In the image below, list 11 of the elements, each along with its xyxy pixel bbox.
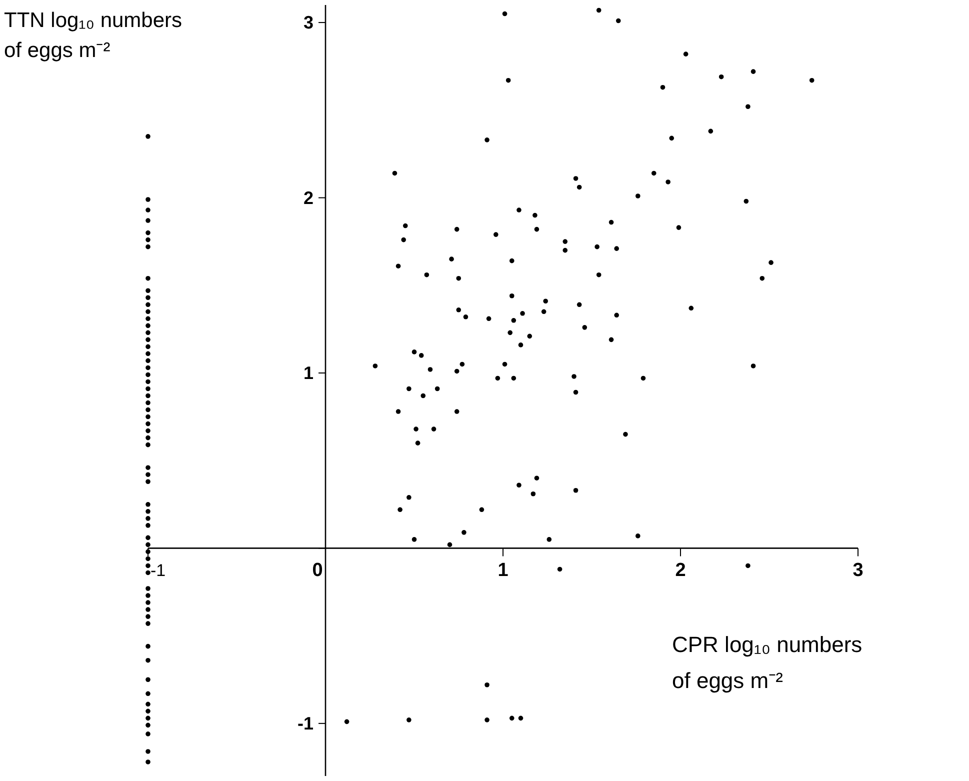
y-tick-label: 2 xyxy=(303,188,314,208)
x-axis-title: CPR log₁₀ numbers of eggs m⁻² xyxy=(672,632,862,693)
y-tick-label: 1 xyxy=(303,362,314,383)
x-tick-label: 1 xyxy=(498,560,509,582)
y-tick-label: 3 xyxy=(303,12,314,33)
y-tick-label: -1 xyxy=(297,713,314,734)
x-tick-label: -1 xyxy=(150,561,166,580)
x-tick-label: 0 xyxy=(312,560,323,582)
x-tick-label: 2 xyxy=(675,560,686,582)
y-axis-title: TTN log₁₀ numbers of eggs m⁻² xyxy=(4,9,182,62)
x-tick-label: 3 xyxy=(852,560,864,582)
